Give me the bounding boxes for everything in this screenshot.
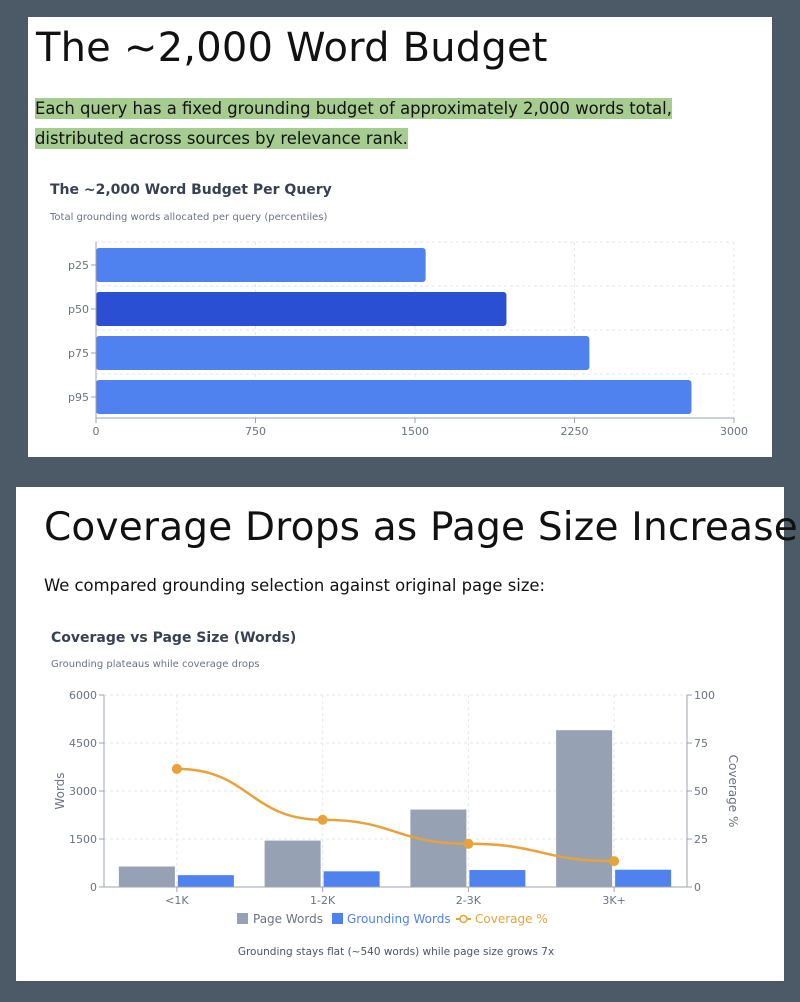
- left-axis-title: Words: [53, 772, 67, 809]
- chart-title: Coverage vs Page Size (Words): [51, 630, 296, 646]
- legend-label-page-words: Page Words: [253, 912, 323, 926]
- coverage-point-1: [317, 814, 328, 825]
- page-words-bar-2: [410, 809, 467, 887]
- slide-title: Coverage Drops as Page Size Increases: [44, 505, 800, 550]
- chart-subtitle: Grounding plateaus while coverage drops: [51, 659, 260, 670]
- coverage-combo-chart: Coverage vs Page Size (Words) Grounding p…: [51, 630, 740, 958]
- slide-text: We compared grounding selection against …: [44, 576, 546, 595]
- legend-swatch-page-words: [237, 913, 248, 924]
- legend-swatch-coverage-dot: [459, 914, 468, 924]
- bar-p50: [96, 292, 507, 326]
- x-tick-label: 0: [93, 425, 100, 438]
- legend-label-grounding-words: Grounding Words: [347, 912, 451, 926]
- x-tick-label: <1K: [165, 894, 189, 907]
- right-tick-label: 100: [694, 689, 715, 702]
- bar-p75: [96, 336, 590, 370]
- legend-label-coverage: Coverage %: [475, 912, 548, 926]
- chart-footnote: Grounding stays flat (~540 words) while …: [238, 946, 554, 958]
- right-tick-label: 50: [694, 785, 708, 798]
- x-tick-label: 3000: [720, 425, 748, 438]
- budget-slide: The ~2,000 Word Budget Each query has a …: [28, 17, 772, 457]
- right-tick-label: 75: [694, 737, 708, 750]
- x-tick-label: 2-3K: [456, 894, 482, 907]
- page-words-bar-1: [264, 840, 321, 887]
- legend-swatch-grounding-words: [332, 913, 343, 924]
- x-tick-label: 750: [245, 425, 266, 438]
- chart-title: The ~2,000 Word Budget Per Query: [50, 182, 332, 198]
- coverage-line: [176, 767, 615, 863]
- coverage-point-3: [609, 856, 620, 867]
- left-tick-label: 4500: [69, 737, 97, 750]
- left-tick-label: 6000: [69, 689, 97, 702]
- left-tick-label: 0: [90, 881, 97, 894]
- coverage-point-0: [171, 763, 182, 774]
- page-words-bar-3: [556, 730, 613, 887]
- y-tick-label: p95: [68, 391, 89, 404]
- slide-text: Each query has a fixed grounding budget …: [35, 94, 755, 154]
- coverage-slide: Coverage Drops as Page Size Increases We…: [16, 487, 800, 981]
- chart-subtitle: Total grounding words allocated per quer…: [49, 212, 328, 223]
- x-tick-label: 1-2K: [310, 894, 336, 907]
- page-words-bar-0: [118, 866, 175, 887]
- bar-p25: [96, 248, 426, 282]
- y-tick-label: p25: [68, 259, 89, 272]
- y-tick-label: p75: [68, 347, 89, 360]
- grounding-words-bar-3: [615, 869, 672, 887]
- coverage-point-2: [463, 838, 474, 849]
- budget-bar-chart: The ~2,000 Word Budget Per Query Total gr…: [49, 182, 748, 438]
- x-tick-label: 2250: [561, 425, 589, 438]
- right-tick-label: 0: [694, 881, 701, 894]
- x-tick-label: 1500: [401, 425, 429, 438]
- grounding-words-bar-0: [177, 875, 234, 887]
- x-tick-label: 3K+: [602, 894, 625, 907]
- slide-title: The ~2,000 Word Budget: [36, 25, 548, 71]
- grounding-words-bar-2: [469, 870, 526, 887]
- right-axis-title: Coverage %: [726, 755, 740, 828]
- right-tick-label: 25: [694, 833, 708, 846]
- left-tick-label: 1500: [69, 833, 97, 846]
- left-tick-label: 3000: [69, 785, 97, 798]
- y-tick-label: p50: [68, 303, 89, 316]
- grounding-words-bar-1: [323, 871, 380, 887]
- bar-p95: [96, 380, 692, 414]
